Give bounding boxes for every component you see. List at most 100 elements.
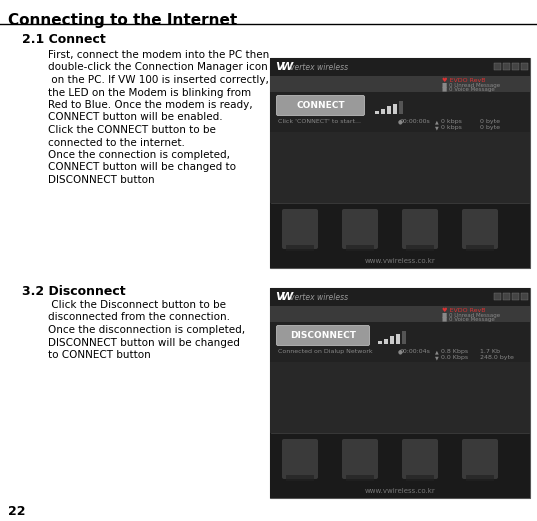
Text: ■ 0 Voice Message: ■ 0 Voice Message bbox=[442, 87, 495, 92]
Text: 0 byte: 0 byte bbox=[480, 119, 500, 124]
Bar bbox=[270, 58, 530, 268]
FancyBboxPatch shape bbox=[342, 439, 378, 479]
Text: 0.8 Kbps: 0.8 Kbps bbox=[441, 349, 468, 354]
Text: 0 kbps: 0 kbps bbox=[441, 119, 462, 124]
Bar bbox=[270, 254, 530, 268]
Bar bbox=[393, 104, 397, 114]
Bar bbox=[378, 341, 382, 344]
Text: Click the CONNECT button to be: Click the CONNECT button to be bbox=[48, 125, 216, 135]
Text: 3.2 Disconnect: 3.2 Disconnect bbox=[22, 285, 126, 298]
Bar bbox=[402, 331, 406, 344]
Text: double-click the Connection Manager icon: double-click the Connection Manager icon bbox=[48, 63, 268, 72]
Text: DISCONNECT button will be changed: DISCONNECT button will be changed bbox=[48, 338, 240, 348]
Text: ♥ EVDO RevB: ♥ EVDO RevB bbox=[442, 78, 485, 83]
Bar bbox=[270, 203, 530, 254]
Bar bbox=[270, 76, 530, 92]
Text: DISCONNECT: DISCONNECT bbox=[290, 331, 356, 340]
Text: vertex wireless: vertex wireless bbox=[290, 292, 348, 302]
Text: ▼: ▼ bbox=[435, 355, 439, 360]
Text: ■ 0 Voice Message: ■ 0 Voice Message bbox=[442, 317, 495, 322]
Text: V: V bbox=[275, 62, 284, 72]
FancyBboxPatch shape bbox=[462, 209, 498, 249]
Bar bbox=[270, 58, 530, 76]
Bar bbox=[387, 106, 391, 114]
Bar bbox=[390, 336, 394, 344]
Bar bbox=[270, 433, 530, 484]
Bar bbox=[406, 475, 434, 481]
Text: ▲: ▲ bbox=[435, 119, 439, 124]
Text: ■ 0 Unread Message: ■ 0 Unread Message bbox=[442, 83, 500, 88]
Text: 22: 22 bbox=[8, 505, 25, 518]
Text: ■ 0 Unread Message: ■ 0 Unread Message bbox=[442, 313, 500, 318]
Text: 2.1 Connect: 2.1 Connect bbox=[22, 33, 106, 46]
Bar bbox=[286, 475, 314, 481]
Text: Red to Blue. Once the modem is ready,: Red to Blue. Once the modem is ready, bbox=[48, 100, 252, 110]
Text: Click 'CONNECT' to start...: Click 'CONNECT' to start... bbox=[278, 119, 361, 124]
Text: 0 byte: 0 byte bbox=[480, 125, 500, 130]
Text: connected to the internet.: connected to the internet. bbox=[48, 138, 185, 147]
Text: 248.0 byte: 248.0 byte bbox=[480, 355, 514, 360]
Text: on the PC. If VW 100 is inserted correctly,: on the PC. If VW 100 is inserted correct… bbox=[48, 75, 269, 85]
Text: Connected on Dialup Network: Connected on Dialup Network bbox=[278, 349, 373, 354]
Bar bbox=[346, 245, 374, 251]
FancyBboxPatch shape bbox=[282, 209, 318, 249]
FancyBboxPatch shape bbox=[282, 439, 318, 479]
Bar bbox=[270, 288, 530, 498]
Text: CONNECT: CONNECT bbox=[296, 101, 345, 110]
Text: vertex wireless: vertex wireless bbox=[290, 63, 348, 71]
Bar bbox=[270, 92, 530, 132]
FancyBboxPatch shape bbox=[402, 209, 438, 249]
Text: www.vwireless.co.kr: www.vwireless.co.kr bbox=[365, 488, 436, 494]
Text: Connecting to the Internet: Connecting to the Internet bbox=[8, 13, 237, 28]
Bar bbox=[512, 293, 519, 300]
Text: CONNECT button will be enabled.: CONNECT button will be enabled. bbox=[48, 113, 223, 122]
Bar bbox=[270, 288, 530, 306]
Text: the LED on the Modem is blinking from: the LED on the Modem is blinking from bbox=[48, 88, 251, 97]
Text: disconnected from the connection.: disconnected from the connection. bbox=[48, 313, 230, 322]
Bar bbox=[406, 245, 434, 251]
FancyBboxPatch shape bbox=[462, 439, 498, 479]
Bar bbox=[346, 475, 374, 481]
FancyBboxPatch shape bbox=[277, 95, 365, 116]
Text: First, connect the modem into the PC then: First, connect the modem into the PC the… bbox=[48, 50, 269, 60]
Bar bbox=[396, 333, 400, 344]
Text: DISCONNECT button: DISCONNECT button bbox=[48, 175, 155, 185]
Bar bbox=[270, 306, 530, 322]
Bar bbox=[270, 322, 530, 362]
Text: V: V bbox=[275, 292, 284, 302]
Text: ●: ● bbox=[398, 349, 403, 354]
FancyBboxPatch shape bbox=[402, 439, 438, 479]
Text: W: W bbox=[281, 292, 293, 302]
Text: 0 kbps: 0 kbps bbox=[441, 125, 462, 130]
Text: Once the disconnection is completed,: Once the disconnection is completed, bbox=[48, 325, 245, 335]
Text: W: W bbox=[281, 62, 293, 72]
Text: ▲: ▲ bbox=[435, 349, 439, 354]
FancyBboxPatch shape bbox=[277, 326, 369, 345]
Bar bbox=[521, 293, 528, 300]
FancyBboxPatch shape bbox=[342, 209, 378, 249]
Bar bbox=[384, 339, 388, 344]
Text: 00:00:04s: 00:00:04s bbox=[400, 349, 431, 354]
Bar bbox=[466, 475, 494, 481]
Bar bbox=[494, 63, 501, 70]
Bar bbox=[270, 76, 530, 268]
Bar bbox=[286, 245, 314, 251]
Text: Click the Disconnect button to be: Click the Disconnect button to be bbox=[48, 300, 226, 310]
Bar bbox=[503, 293, 510, 300]
Text: CONNECT button will be changed to: CONNECT button will be changed to bbox=[48, 163, 236, 172]
Text: www.vwireless.co.kr: www.vwireless.co.kr bbox=[365, 258, 436, 264]
Bar bbox=[399, 101, 403, 114]
Bar bbox=[494, 293, 501, 300]
Bar bbox=[270, 306, 530, 498]
Bar bbox=[375, 111, 379, 114]
Text: Once the connection is completed,: Once the connection is completed, bbox=[48, 150, 230, 160]
Bar bbox=[270, 484, 530, 498]
Bar bbox=[503, 63, 510, 70]
Text: 0.0 Kbps: 0.0 Kbps bbox=[441, 355, 468, 360]
Bar bbox=[512, 63, 519, 70]
Text: ▼: ▼ bbox=[435, 125, 439, 130]
Text: ♥ EVDO RevB: ♥ EVDO RevB bbox=[442, 308, 485, 313]
Bar bbox=[466, 245, 494, 251]
Bar bbox=[381, 108, 385, 114]
Text: ●: ● bbox=[398, 119, 403, 124]
